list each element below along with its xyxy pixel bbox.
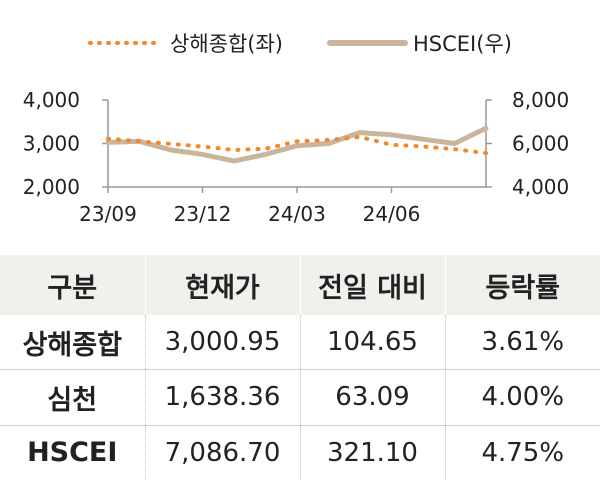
- header-price: 현재가: [145, 255, 301, 315]
- row-label: HSCEI: [0, 425, 146, 480]
- table-header-row: 구분 현재가 전일 대비 등락률: [0, 255, 600, 315]
- table-row: 심천 1,638.36 63.09 4.00%: [0, 369, 600, 426]
- x-tick-label: 24/06: [363, 202, 421, 226]
- header-rate: 등락률: [445, 255, 600, 315]
- x-tick-label: 24/03: [268, 202, 326, 226]
- chart-series: [105, 125, 489, 164]
- row-label: 심천: [0, 369, 146, 426]
- y-right-tick-label: 4,000: [512, 175, 569, 199]
- series-line-hscei: [105, 125, 489, 164]
- header-change: 전일 대비: [300, 255, 446, 315]
- y-left-tick-label: 4,000: [23, 88, 80, 112]
- cell-rate: 4.00%: [445, 369, 600, 426]
- y-right-tick-label: 6,000: [512, 132, 569, 156]
- x-tick-label: 23/09: [79, 202, 137, 226]
- cell-rate: 4.75%: [481, 437, 565, 468]
- y-right-tick-label: 8,000: [512, 88, 569, 112]
- market-table: 구분 현재가 전일 대비 등락률 상해종합 3,000.95 104.65 3.…: [0, 255, 600, 480]
- index-line-chart: 상해종합(좌) HSCEI(우) 2,000 3,000 4,000 4,000 6,0…: [23, 32, 570, 226]
- cell-change: 63.09: [300, 369, 446, 426]
- chart-axes: 2,000 3,000 4,000 4,000 6,000 8,000 23/09 23/12…: [23, 88, 570, 226]
- y-left-tick-label: 3,000: [23, 132, 80, 156]
- row-label: 상해종합: [0, 315, 146, 371]
- legend-label-shanghai: 상해종합(좌): [170, 32, 283, 56]
- cell-price: 1,638.36: [145, 369, 301, 426]
- series-line-shanghai: [106, 135, 488, 156]
- cell-price: 7,086.70: [145, 425, 301, 480]
- chart-legend: 상해종합(좌) HSCEI(우): [88, 32, 512, 56]
- x-tick-label: 23/12: [174, 202, 232, 226]
- table-row: HSCEI 7,086.70 321.10 4.75%: [0, 425, 600, 480]
- cell-price: 3,000.95: [145, 315, 301, 371]
- table-row: 상해종합 3,000.95 104.65 3.61%: [0, 315, 600, 371]
- cell-rate: 3.61%: [445, 315, 600, 371]
- cell-change: 321.10: [300, 425, 446, 480]
- legend-label-hscei: HSCEI(우): [413, 32, 512, 56]
- cell-change: 104.65: [300, 315, 446, 371]
- y-left-tick-label: 2,000: [23, 175, 80, 199]
- header-category: 구분: [0, 255, 146, 315]
